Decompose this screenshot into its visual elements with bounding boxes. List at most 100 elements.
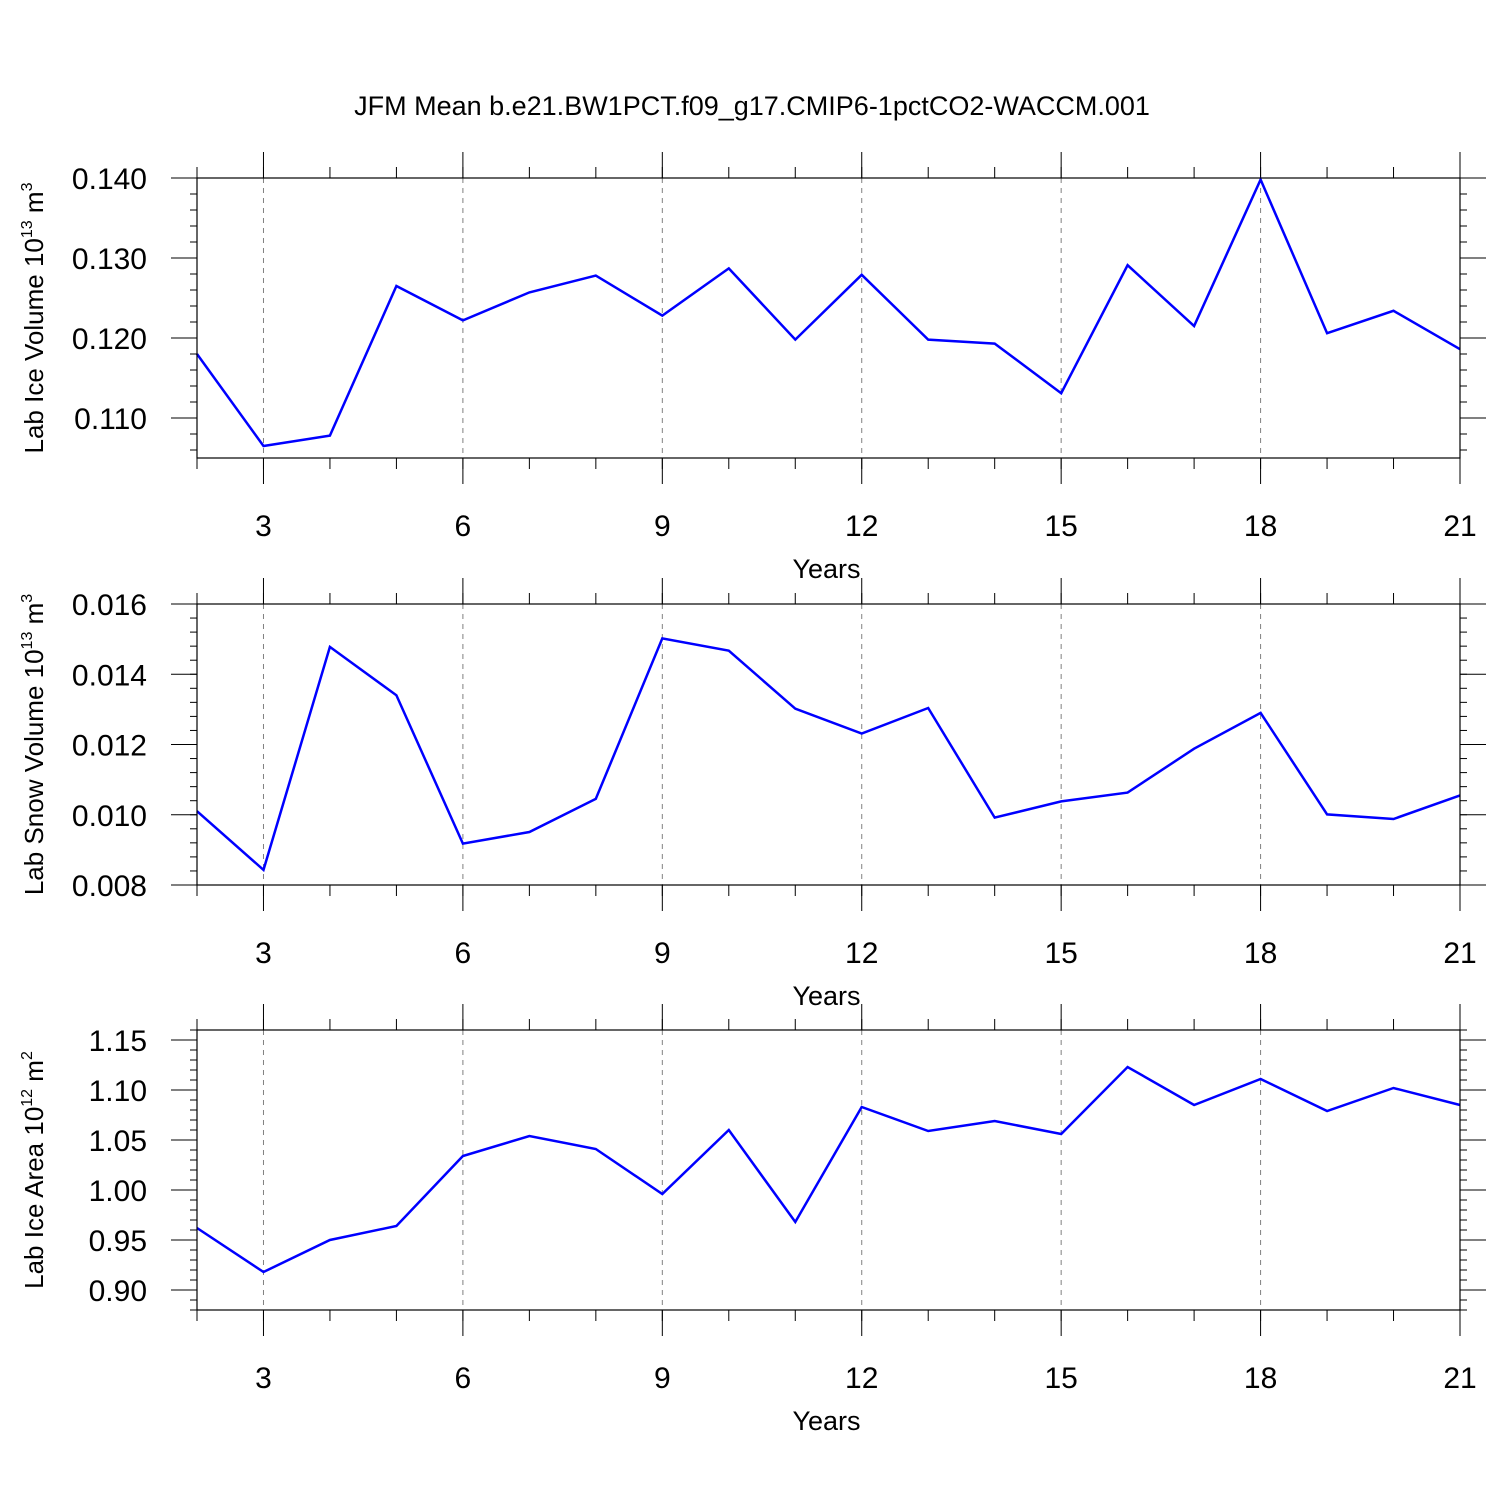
data-point xyxy=(1325,331,1329,335)
data-point xyxy=(328,645,332,649)
data-point xyxy=(527,830,531,834)
y-tick-label: 0.130 xyxy=(72,243,147,276)
panel-2: 0.008 0.010 0.012 0.014 0.016 3 6 9 12 15 18 21 Year… xyxy=(19,578,1486,1011)
data-point xyxy=(394,284,398,288)
data-point xyxy=(1392,1086,1396,1090)
y-tick-label: 0.012 xyxy=(72,730,147,763)
y-axis-label: Lab Snow Volume 1013 m3 xyxy=(19,594,49,895)
data-point xyxy=(727,1128,731,1132)
data-point xyxy=(394,693,398,697)
y-tick-label: 0.140 xyxy=(72,163,147,196)
data-point xyxy=(660,636,664,640)
y-tick-label: 0.120 xyxy=(72,323,147,356)
x-tick-label: 12 xyxy=(845,510,878,543)
panels: 0.110 0.120 0.130 0.140 3 6 9 12 15 18 21 Years Lab … xyxy=(19,152,1486,1436)
panel-3: 0.90 0.95 1.00 1.05 1.10 1.15 3 6 9 12 15 18 21 Years… xyxy=(19,1004,1486,1436)
data-point xyxy=(1392,309,1396,313)
data-point xyxy=(793,338,797,342)
x-axis-label: Years xyxy=(792,981,860,1011)
data-point xyxy=(1059,1132,1063,1136)
data-point xyxy=(1192,747,1196,751)
data-point xyxy=(860,732,864,736)
data-point xyxy=(1126,263,1130,267)
data-point xyxy=(727,649,731,653)
plot-frame xyxy=(196,177,1461,459)
data-point xyxy=(1126,791,1130,795)
x-tick-label: 6 xyxy=(455,937,472,970)
x-tick-label: 18 xyxy=(1244,1362,1277,1395)
x-tick-label: 18 xyxy=(1244,937,1277,970)
y-tick-label: 0.95 xyxy=(89,1225,147,1258)
x-axis-label: Years xyxy=(792,1406,860,1436)
y-tick-label: 1.15 xyxy=(89,1025,147,1058)
data-point xyxy=(1325,1109,1329,1113)
data-point xyxy=(461,842,465,846)
data-point xyxy=(594,274,598,278)
data-point xyxy=(261,1270,265,1274)
data-point xyxy=(993,816,997,820)
data-point xyxy=(993,342,997,346)
data-point xyxy=(594,797,598,801)
data-point xyxy=(527,1134,531,1138)
data-point xyxy=(1392,817,1396,821)
data-point xyxy=(860,273,864,277)
x-tick-label: 3 xyxy=(255,510,272,543)
data-point xyxy=(1126,1065,1130,1069)
series-line xyxy=(196,1065,1461,1274)
y-tick-label: 1.05 xyxy=(89,1125,147,1158)
data-point xyxy=(993,1119,997,1123)
x-tick-label: 3 xyxy=(255,1362,272,1395)
data-point xyxy=(793,1220,797,1224)
x-tick-label: 21 xyxy=(1443,937,1476,970)
y-tick-label: 0.014 xyxy=(72,659,147,692)
plot-frame xyxy=(196,603,1461,886)
data-point xyxy=(926,338,930,342)
x-tick-label: 18 xyxy=(1244,510,1277,543)
series-line xyxy=(195,176,1461,448)
x-tick-label: 3 xyxy=(255,937,272,970)
data-point xyxy=(527,290,531,294)
x-tick-label: 12 xyxy=(845,937,878,970)
y-axis-label: Lab Ice Volume 1013 m3 xyxy=(19,182,49,453)
figure-title: JFM Mean b.e21.BW1PCT.f09_g17.CMIP6-1pct… xyxy=(354,91,1150,121)
data-point xyxy=(1192,324,1196,328)
data-point xyxy=(261,444,265,448)
y-tick-label: 0.010 xyxy=(72,800,147,833)
y-tick-label: 1.00 xyxy=(89,1175,147,1208)
x-tick-label: 21 xyxy=(1443,510,1476,543)
y-tick-label: 0.90 xyxy=(89,1275,147,1308)
data-point xyxy=(1325,812,1329,816)
plot-frame xyxy=(196,1029,1461,1311)
data-point xyxy=(926,1129,930,1133)
data-point xyxy=(461,318,465,322)
y-tick-label: 0.008 xyxy=(72,870,147,903)
data-point xyxy=(328,1238,332,1242)
y-tick-label: 1.10 xyxy=(89,1075,147,1108)
x-tick-label: 12 xyxy=(845,1362,878,1395)
data-point xyxy=(660,314,664,318)
y-axis-label: Lab Ice Area 1012 m2 xyxy=(19,1051,49,1289)
x-tick-label: 6 xyxy=(455,510,472,543)
data-point xyxy=(394,1224,398,1228)
data-point xyxy=(594,1147,598,1151)
x-tick-label: 15 xyxy=(1044,510,1077,543)
data-point xyxy=(328,434,332,438)
series-line xyxy=(196,636,1461,873)
data-point xyxy=(461,1154,465,1158)
x-tick-label: 9 xyxy=(654,510,671,543)
x-tick-label: 9 xyxy=(654,1362,671,1395)
data-point xyxy=(660,1192,664,1196)
data-point xyxy=(860,1105,864,1109)
x-tick-label: 9 xyxy=(654,937,671,970)
data-point xyxy=(926,706,930,710)
data-point xyxy=(1059,799,1063,803)
x-tick-label: 6 xyxy=(455,1362,472,1395)
data-point xyxy=(793,707,797,711)
data-point xyxy=(1192,1103,1196,1107)
y-tick-label: 0.016 xyxy=(72,589,147,622)
x-axis-label: Years xyxy=(792,554,860,584)
data-point xyxy=(1259,711,1263,715)
panel-1: 0.110 0.120 0.130 0.140 3 6 9 12 15 18 21 Years Lab … xyxy=(19,152,1486,584)
data-point xyxy=(727,266,731,270)
